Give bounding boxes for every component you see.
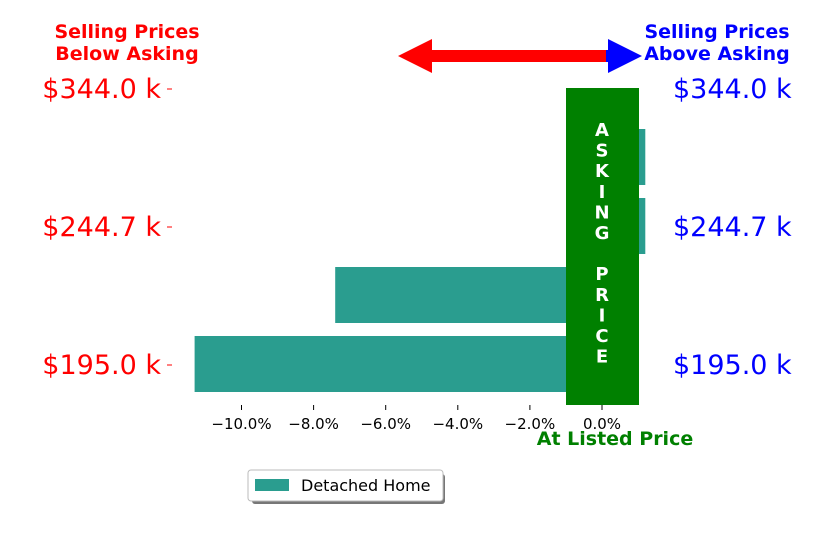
asking-letter: K [595,161,610,182]
asking-letter: A [595,120,609,141]
bar-0 [194,336,602,392]
asking-price-band [566,88,639,405]
legend-frame [247,469,444,502]
left-tick-label: $195.0 k [42,350,161,381]
asking-letter: N [594,202,609,223]
right-y-tick-labels: $195.0 k $244.7 k $344.0 k [673,74,792,381]
right-tick-label: $344.0 k [673,74,792,105]
x-tick-label: −4.0% [432,415,483,433]
x-tick-label: −10.0% [211,415,271,433]
x-tick-label: 0.0% [583,415,621,433]
asking-letter: G [595,223,610,244]
asking-letter: C [595,326,608,347]
x-tick-label: −2.0% [505,415,556,433]
right-tick-label: $195.0 k [673,350,792,381]
x-tick-label: −6.0% [360,415,411,433]
asking-letter: R [595,285,609,306]
asking-letter: S [596,141,609,162]
arrow-shaft-red [432,50,612,62]
x-axis-ticks: −10.0% −8.0% −6.0% −4.0% −2.0% 0.0% [211,405,621,433]
bar-1 [335,267,602,323]
left-tick-label: $344.0 k [42,74,161,105]
legend: Detached Home [247,469,445,504]
x-axis-label: At Listed Price [537,428,693,450]
arrow-head-right [608,39,642,73]
above-asking-title-line1: Selling Prices [644,21,789,43]
asking-letter: P [595,264,608,285]
arrow-shaft-blue [606,50,608,62]
left-tick-label: $244.7 k [42,212,161,243]
asking-letter: I [599,305,606,326]
x-tick-label: −8.0% [288,415,339,433]
asking-letter: E [596,347,608,368]
below-asking-title-line1: Selling Prices [54,21,199,43]
below-asking-title-line2: Below Asking [55,43,198,65]
asking-letter: I [599,182,606,203]
legend-label: Detached Home [301,476,431,495]
direction-arrow [398,39,642,73]
right-tick-label: $244.7 k [673,212,792,243]
arrow-head-left [398,39,432,73]
left-y-tick-labels: $195.0 k $244.7 k $344.0 k [42,74,172,381]
above-asking-title-line2: Above Asking [644,43,790,65]
legend-swatch [255,479,289,491]
